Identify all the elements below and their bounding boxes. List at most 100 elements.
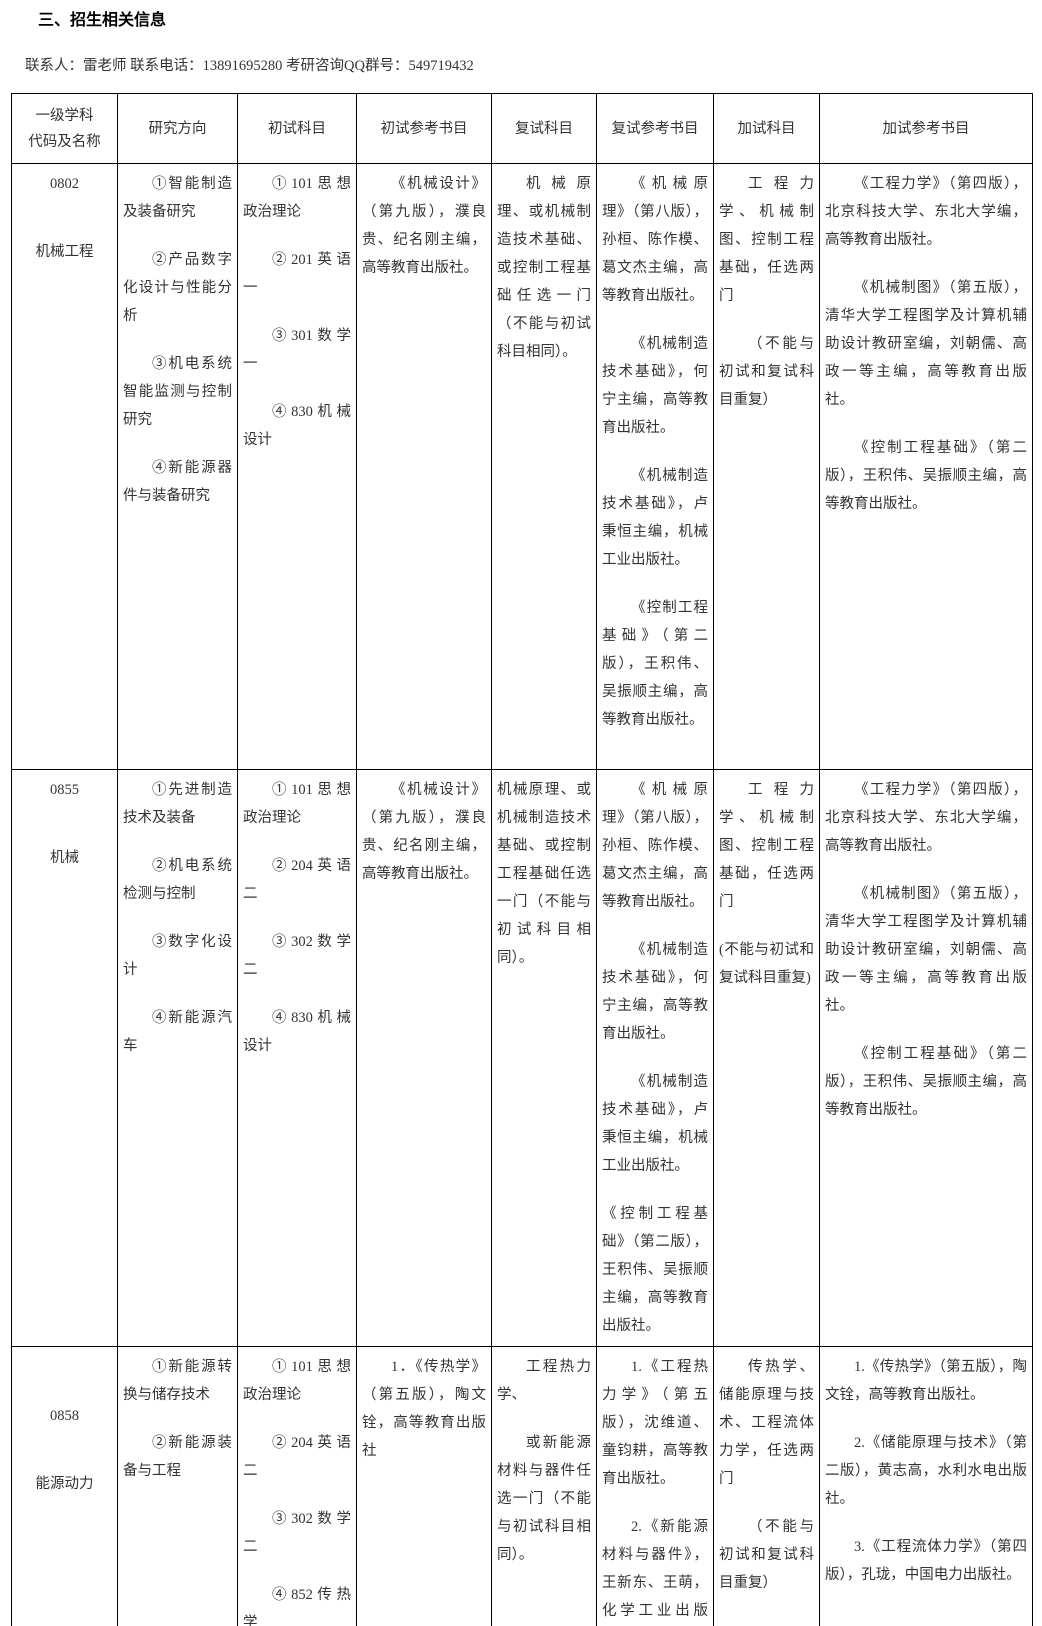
contact-info: 联系人：雷老师 联系电话：13891695280 考研咨询QQ群号：549719… [25, 58, 474, 74]
cell-paragraph: ②201英语一 [243, 252, 351, 296]
cell-paragraph: ②机电系统检测与控制 [123, 858, 232, 902]
discipline-name: 机械 [50, 850, 79, 866]
cell-paragraph: 《控制工程基础》（第二版），王积伟、吴振顺主编，高等教育出版社。 [602, 600, 708, 728]
column-header-directions: 研究方向 [117, 93, 238, 164]
cell-paragraph: 2.《储能原理与技术》（第二版），黄志高，水利水电出版社。 [825, 1435, 1027, 1507]
cell-paragraph: ④852传热学 [243, 1587, 351, 1626]
cell-paragraph: 《机械制图》（第五版），清华大学工程图学及计算机辅助设计教研室编，刘朝儒、高政一… [825, 886, 1027, 1014]
cell-paragraph: ③机电系统智能监测与控制研究 [123, 356, 232, 428]
cell-paragraph: 《机械制图》（第五版），清华大学工程图学及计算机辅助设计教研室编，刘朝儒、高政一… [825, 280, 1027, 408]
cell-paragraph: ②产品数字化设计与性能分析 [123, 252, 232, 324]
cell-paragraph: ①先进制造技术及装备 [123, 782, 232, 826]
cell-paragraph: （不能与初试和复试科目重复） [719, 336, 814, 408]
retest-refs-cell: 1.《工程热力学》（第五版），沈维道、童钧耕，高等教育出版社。 2.《新能源材料与… [596, 1346, 714, 1626]
cell-paragraph: ①新能源转换与储存技术 [123, 1359, 232, 1403]
cell-paragraph: 《工程力学》（第四版），北京科技大学、东北大学编，高等教育出版社。 [825, 782, 1027, 854]
additional-subjects-cell: 传热学、储能原理与技术、工程流体力学，任选两门 （不能与初试和复试科目重复） [713, 1346, 820, 1626]
cell-paragraph: ④新能源器件与装备研究 [123, 460, 232, 504]
cell-paragraph: 机械原理、或机械制造技术基础、或控制工程基础任选一门（不能与初试科目相同）。 [497, 176, 591, 360]
discipline-name: 能源动力 [35, 1476, 94, 1492]
additional-refs-cell: 《工程力学》（第四版），北京科技大学、东北大学编，高等教育出版社。《机械制图》（… [819, 163, 1033, 770]
discipline-code: 0855 [50, 782, 79, 798]
cell-paragraph: ②204英语二 [243, 1435, 351, 1479]
cell-paragraph: ①101思想政治理论 [243, 782, 351, 826]
cell-paragraph: ①101思想政治理论 [243, 1359, 351, 1403]
directions-cell: ①智能制造及装备研究 ②产品数字化设计与性能分析 ③机电系统智能监测与控制研究 ④新能… [117, 163, 238, 770]
discipline-cell: 0855 机械 [11, 769, 118, 1347]
cell-paragraph: 《机械制造技术基础》，何宁主编，高等教育出版社。 [602, 942, 708, 1042]
cell-paragraph: 传热学、储能原理与技术、工程流体力学，任选两门 [719, 1359, 814, 1487]
cell-paragraph: 《机械制造技术基础》，何宁主编，高等教育出版社。 [602, 336, 708, 436]
cell-paragraph: 或新能源材料与器件任选一门（不能与初试科目相同）。 [497, 1435, 591, 1563]
cell-paragraph: ④新能源汽车 [123, 1010, 232, 1054]
cell-paragraph: 《机械设计》（第九版），濮良贵、纪名刚主编，高等教育出版社。 [362, 176, 486, 276]
cell-paragraph: 1.《传热学》（第五版），陶文铨，高等教育出版社。 [825, 1359, 1027, 1403]
table-row: 0855 机械 ①先进制造技术及装备 ②机电系统检测与控制 ③数字化设计 ④新能源汽车 ①1… [11, 769, 1033, 1347]
initial-refs-cell: 《机械设计》（第九版），濮良贵、纪名刚主编，高等教育出版社。 [356, 163, 492, 770]
cell-paragraph: 2.《新能源材料与器件》，王新东、王萌，化学工业出版社。 [602, 1519, 708, 1619]
table-row: 0802 机械工程 ①智能制造及装备研究 ②产品数字化设计与性能分析 ③机电系统智能监测… [11, 163, 1033, 770]
initial-subjects-cell: ①101思想政治理论 ②204英语二 ③302数学二 ④830机械设计 [237, 769, 357, 1347]
column-header-initial-refs: 初试参考书目 [356, 93, 492, 164]
retest-subjects-cell: 工程热力学、或新能源材料与器件任选一门（不能与初试科目相同）。 [491, 1346, 597, 1626]
directions-cell: ①先进制造技术及装备 ②机电系统检测与控制 ③数字化设计 ④新能源汽车 [117, 769, 238, 1347]
table-header-row: 一级学科 代码及名称 研究方向 初试科目 初试参考书目 复试科目 复试参考书目 … [11, 93, 1033, 164]
column-header-additional-subjects: 加试科目 [713, 93, 820, 164]
cell-paragraph: 《工程力学》（第四版），北京科技大学、东北大学编，高等教育出版社。 [825, 176, 1027, 248]
cell-paragraph: 3.《工程流体力学》（第四版），孔珑，中国电力出版社。 [825, 1539, 1027, 1583]
directions-cell: ①新能源转换与储存技术 ②新能源装备与工程 [117, 1346, 238, 1626]
cell-paragraph: 《机械制造技术基础》，卢秉恒主编，机械工业出版社。 [602, 468, 708, 568]
discipline-cell: 0802 机械工程 [11, 163, 118, 770]
cell-paragraph: 《机械原理》（第八版），孙桓、陈作模、葛文杰主编，高等教育出版社。 [602, 782, 708, 910]
initial-subjects-cell: ①101思想政治理论 ②201英语一 ③301数学一 ④830机械设计 [237, 163, 357, 770]
cell-paragraph: (不能与初试和复试科目重复) [719, 942, 814, 986]
cell-paragraph: 1.《工程热力学》（第五版），沈维道、童钧耕，高等教育出版社。 [602, 1359, 708, 1487]
initial-subjects-cell: ①101思想政治理论 ②204英语二 ③302数学二 ④852传热学 [237, 1346, 357, 1626]
cell-paragraph: （不能与初试和复试科目重复） [719, 1519, 814, 1591]
cell-paragraph: 《机械制造技术基础》，卢秉恒主编，机械工业出版社。 [602, 1074, 708, 1174]
cell-paragraph: 《控制工程基础》（第二版），王积伟、吴振顺主编，高等教育出版社。 [602, 1206, 708, 1334]
cell-paragraph: ③301数学一 [243, 328, 351, 372]
additional-refs-cell: 1.《传热学》（第五版），陶文铨，高等教育出版社。 2.《储能原理与技术》（第二版… [819, 1346, 1033, 1626]
cell-paragraph: 《控制工程基础》（第二版），王积伟、吴振顺主编，高等教育出版社。 [825, 440, 1027, 512]
initial-refs-cell: 《机械设计》（第九版），濮良贵、纪名刚主编，高等教育出版社。 [356, 769, 492, 1347]
cell-paragraph: 机械原理、或机械制造技术基础、或控制工程基础任选一门（不能与初试科目相同）。 [497, 782, 591, 966]
cell-paragraph: ③302数学二 [243, 1511, 351, 1555]
table-row: 0858 能源动力 ①新能源转换与储存技术 ②新能源装备与工程 ①101思想政治理论 ②2… [11, 1346, 1033, 1626]
cell-paragraph: ④830机械设计 [243, 404, 351, 448]
cell-paragraph: 《机械原理》（第八版），孙桓、陈作模、葛文杰主编，高等教育出版社。 [602, 176, 708, 304]
cell-paragraph: ④830机械设计 [243, 1010, 351, 1054]
discipline-name: 机械工程 [35, 244, 94, 260]
retest-refs-cell: 《机械原理》（第八版），孙桓、陈作模、葛文杰主编，高等教育出版社。《机械制造技术… [596, 769, 714, 1347]
cell-paragraph: 《控制工程基础》（第二版），王积伟、吴振顺主编，高等教育出版社。 [825, 1046, 1027, 1118]
cell-paragraph: 1．《传热学》（第五版），陶文铨，高等教育出版社 [362, 1359, 486, 1459]
cell-paragraph: ①101思想政治理论 [243, 176, 351, 220]
cell-paragraph: ①智能制造及装备研究 [123, 176, 232, 220]
admissions-table: 一级学科 代码及名称 研究方向 初试科目 初试参考书目 复试科目 复试参考书目 … [11, 93, 1033, 1626]
discipline-code: 0802 [50, 176, 79, 192]
retest-refs-cell: 《机械原理》（第八版），孙桓、陈作模、葛文杰主编，高等教育出版社。《机械制造技术… [596, 163, 714, 770]
cell-paragraph: 工程热力学、 [497, 1359, 591, 1403]
column-header-additional-refs: 加试参考书目 [819, 93, 1033, 164]
additional-subjects-cell: 工程力学、机械制图、控制工程基础，任选两门 （不能与初试和复试科目重复） [713, 163, 820, 770]
section-title: 三、招生相关信息 [38, 10, 167, 29]
cell-paragraph: ②新能源装备与工程 [123, 1435, 232, 1479]
discipline-cell: 0858 能源动力 [11, 1346, 118, 1626]
column-header-retest-refs: 复试参考书目 [596, 93, 714, 164]
cell-paragraph: ③302数学二 [243, 934, 351, 978]
retest-subjects-cell: 机械原理、或机械制造技术基础、或控制工程基础任选一门（不能与初试科目相同）。 [491, 163, 597, 770]
retest-subjects-cell: 机械原理、或机械制造技术基础、或控制工程基础任选一门（不能与初试科目相同）。 [491, 769, 597, 1347]
cell-paragraph: 工程力学、机械制图、控制工程基础，任选两门 [719, 176, 814, 304]
column-header-discipline: 一级学科 代码及名称 [11, 93, 118, 164]
additional-subjects-cell: 工程力学、机械制图、控制工程基础，任选两门 (不能与初试和复试科目重复) [713, 769, 820, 1347]
cell-paragraph: 工程力学、机械制图、控制工程基础，任选两门 [719, 782, 814, 910]
initial-refs-cell: 1．《传热学》（第五版），陶文铨，高等教育出版社 [356, 1346, 492, 1626]
column-header-retest-subjects: 复试科目 [491, 93, 597, 164]
additional-refs-cell: 《工程力学》（第四版），北京科技大学、东北大学编，高等教育出版社。《机械制图》（… [819, 769, 1033, 1347]
cell-paragraph: 《机械设计》（第九版），濮良贵、纪名刚主编，高等教育出版社。 [362, 782, 486, 882]
discipline-code: 0858 [50, 1408, 79, 1424]
table-body: 0802 机械工程 ①智能制造及装备研究 ②产品数字化设计与性能分析 ③机电系统智能监测… [11, 163, 1033, 1626]
column-header-initial-subjects: 初试科目 [237, 93, 357, 164]
cell-paragraph: ③数字化设计 [123, 934, 232, 978]
